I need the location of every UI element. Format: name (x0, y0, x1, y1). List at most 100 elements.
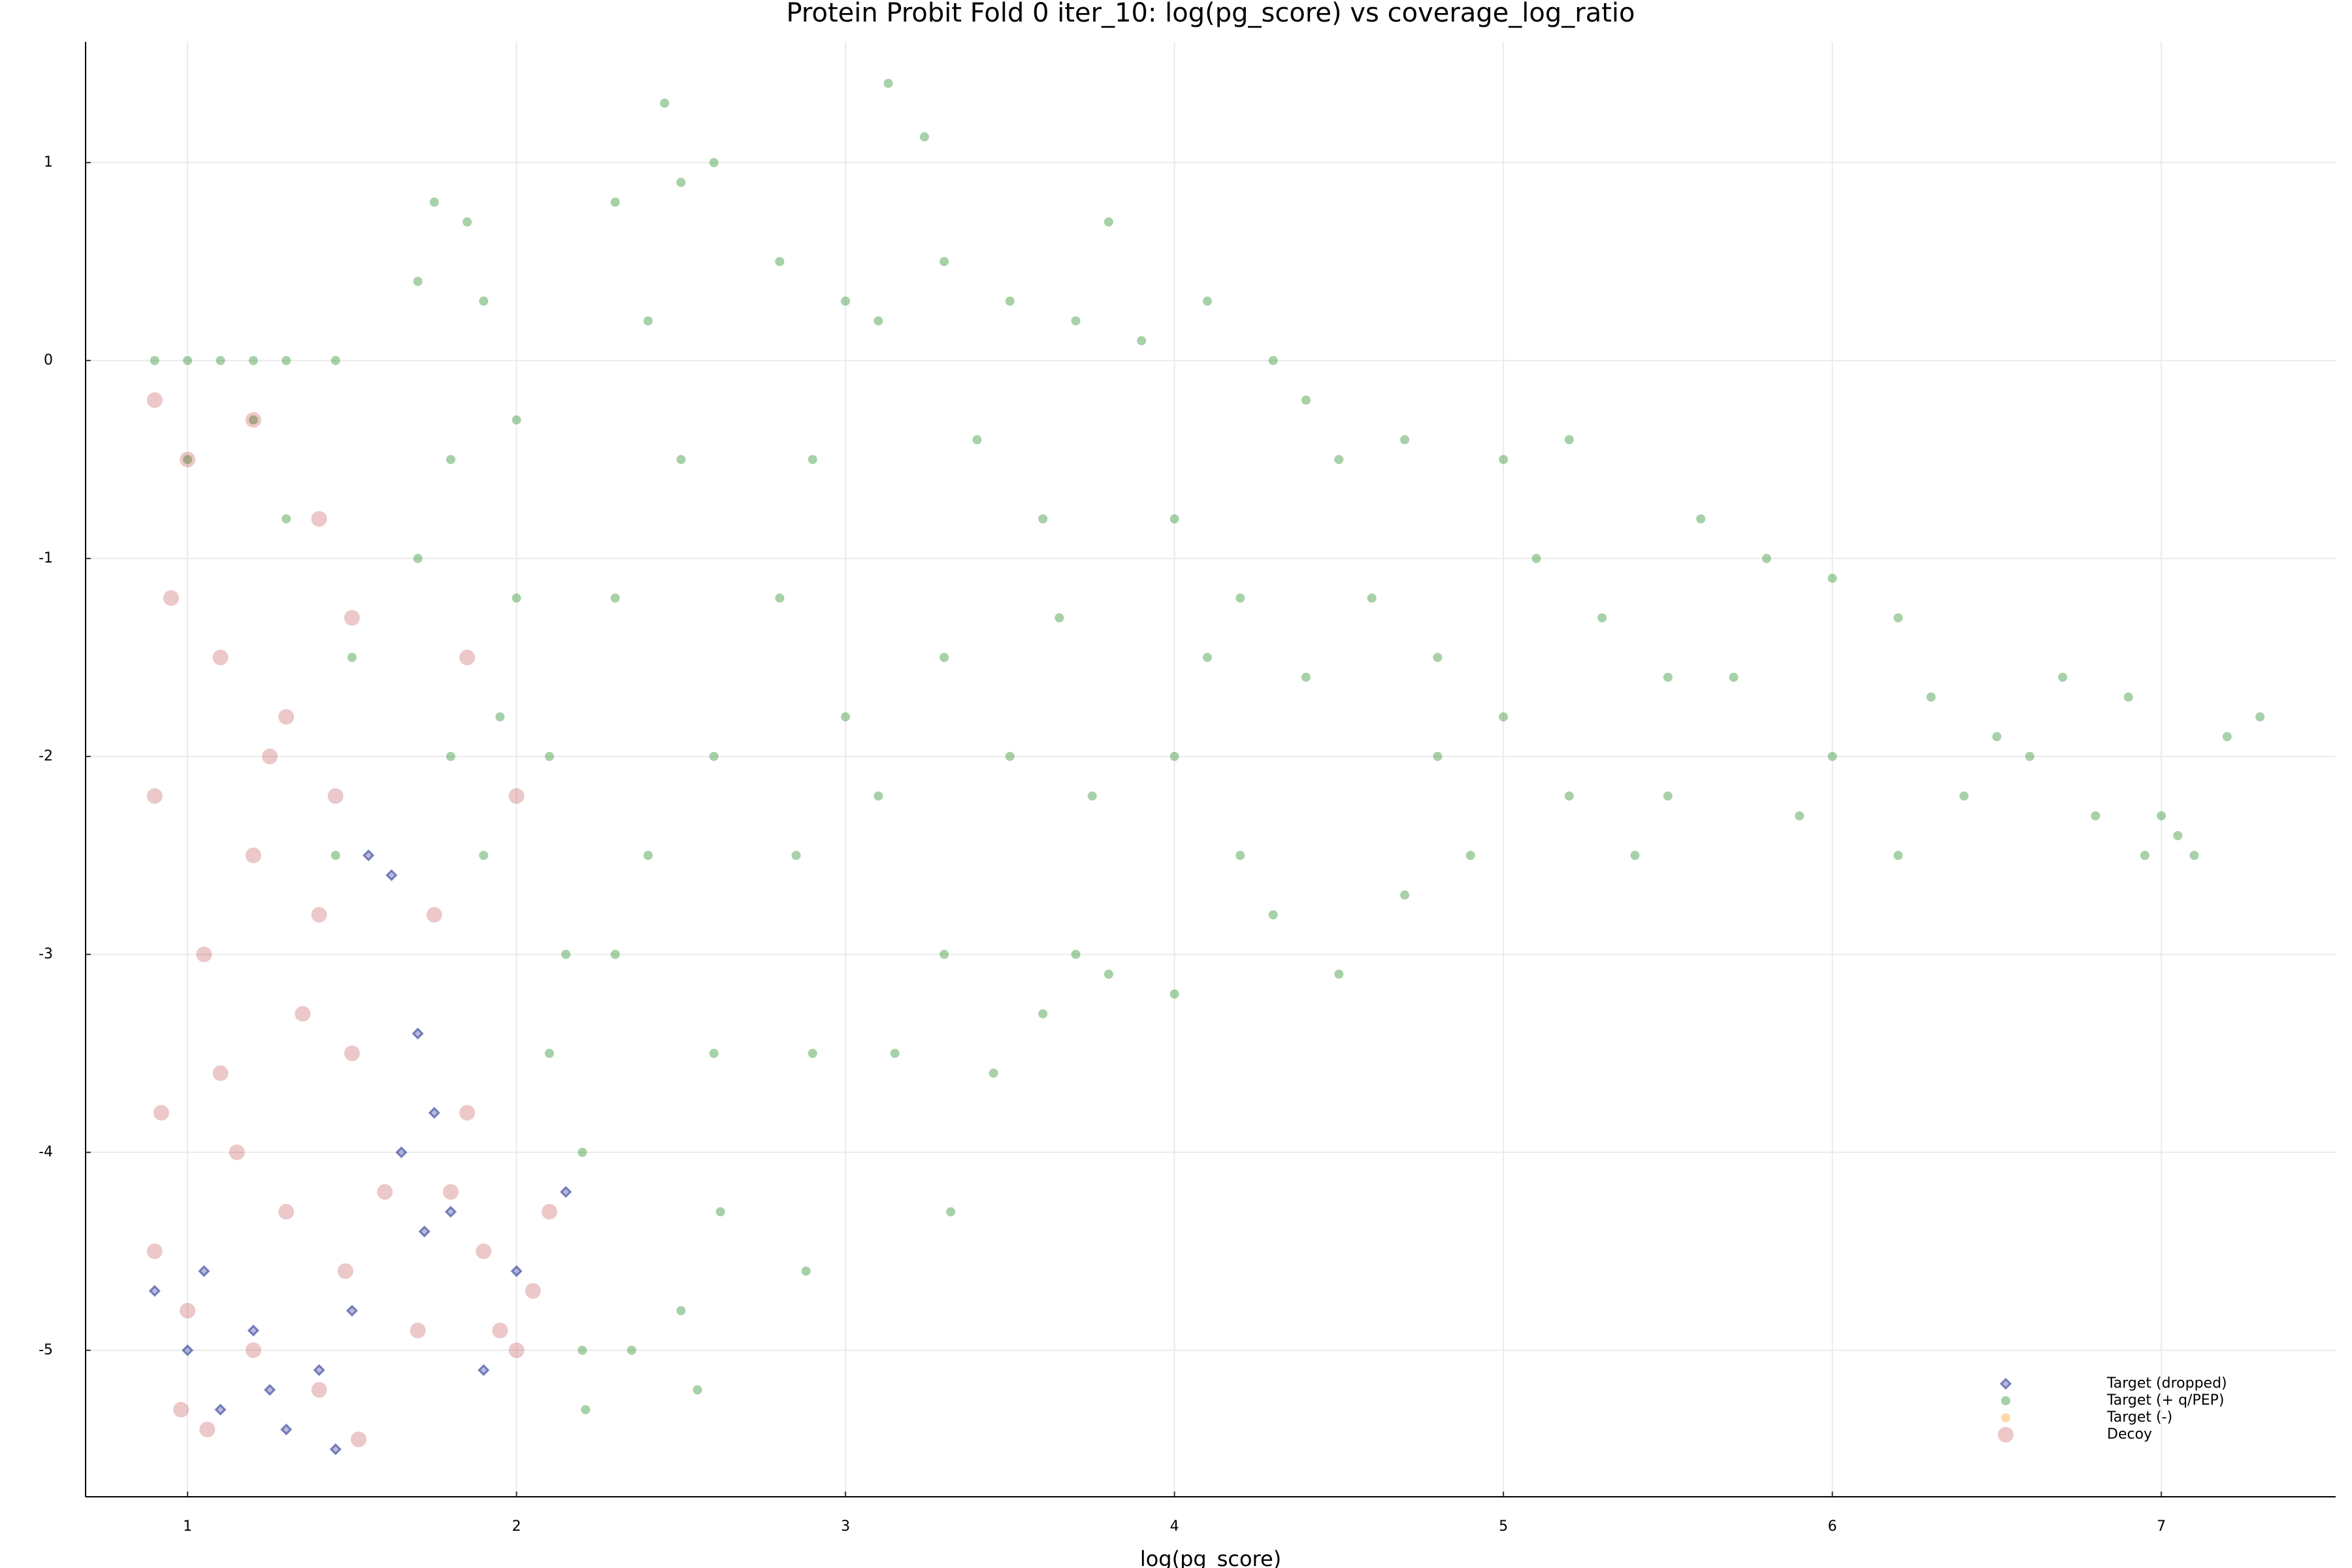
y-tick-label: -5 (39, 1342, 53, 1358)
x-tick-label: 1 (183, 1518, 192, 1535)
point (512, 415, 521, 425)
point (2222, 732, 2232, 742)
point (508, 1342, 525, 1358)
point (429, 197, 439, 207)
point (180, 1303, 196, 1319)
point (1564, 791, 1574, 801)
point (148, 1284, 161, 1298)
point (1893, 851, 1903, 860)
point (578, 1147, 587, 1157)
point (459, 649, 476, 666)
point (446, 455, 455, 465)
point (1630, 851, 1640, 860)
point (919, 132, 929, 142)
legend-marker (1998, 1427, 2014, 1443)
point (1663, 791, 1673, 801)
point (510, 1265, 523, 1277)
point (841, 296, 851, 306)
point (263, 1384, 276, 1396)
point (463, 217, 472, 227)
point (1301, 395, 1311, 405)
y-tick-label: -2 (39, 748, 53, 764)
point (476, 1243, 492, 1260)
point (1103, 970, 1113, 979)
point (1235, 851, 1245, 860)
point (311, 907, 327, 923)
point (311, 511, 327, 527)
point (578, 1345, 587, 1355)
point (791, 851, 801, 860)
point (350, 1431, 367, 1448)
point (610, 593, 620, 603)
point (183, 355, 193, 365)
point (1137, 336, 1147, 346)
legend-marker (2001, 1413, 2010, 1422)
point (560, 1186, 572, 1198)
point (1038, 514, 1048, 524)
point (581, 1405, 591, 1414)
point (214, 1403, 227, 1416)
point (1696, 514, 1706, 524)
point (216, 355, 225, 365)
point (508, 788, 525, 804)
point (337, 1263, 353, 1279)
point (946, 1207, 956, 1217)
point (541, 1203, 557, 1220)
point (644, 851, 653, 860)
point (1663, 672, 1673, 682)
point (229, 1144, 245, 1160)
point (347, 653, 357, 662)
point (2123, 692, 2133, 702)
point (709, 157, 719, 167)
point (163, 590, 179, 606)
point (2157, 811, 2166, 821)
point (196, 946, 212, 962)
point (939, 257, 949, 267)
point (1926, 692, 1936, 702)
legend-marker (2001, 1396, 2010, 1405)
point (693, 1385, 702, 1395)
point (180, 451, 196, 468)
point (1268, 910, 1278, 920)
point (327, 788, 344, 804)
point (412, 1027, 424, 1040)
point (1087, 791, 1097, 801)
point (1827, 574, 1837, 583)
point (492, 1322, 508, 1339)
legend-marker (1999, 1377, 2012, 1390)
point (1202, 653, 1212, 662)
point (939, 653, 949, 662)
point (1301, 672, 1311, 682)
point (2091, 811, 2100, 821)
legend-label: Target (dropped) (2106, 1375, 2227, 1392)
point (245, 412, 261, 428)
point (199, 1421, 216, 1437)
point (311, 1382, 327, 1398)
point (988, 1068, 998, 1078)
point (2173, 831, 2183, 841)
point (709, 1049, 719, 1058)
point (544, 1049, 554, 1058)
point (1564, 435, 1574, 445)
point (344, 1045, 360, 1062)
point (1893, 613, 1903, 623)
point (1071, 316, 1081, 326)
point (331, 355, 340, 365)
point (1005, 296, 1015, 306)
point (479, 296, 489, 306)
x-tick-label: 4 (1170, 1518, 1179, 1535)
point (248, 415, 258, 425)
point (709, 751, 719, 761)
point (715, 1207, 725, 1217)
legend-label: Target (-) (2106, 1409, 2172, 1426)
legend-label: Target (+ q/PEP) (2106, 1392, 2224, 1409)
point (245, 1342, 261, 1358)
x-tick-label: 2 (512, 1518, 521, 1535)
point (610, 949, 620, 959)
point (346, 1305, 358, 1317)
point (428, 1107, 440, 1119)
x-tick-label: 7 (2157, 1518, 2166, 1535)
point (808, 455, 817, 465)
point (512, 593, 521, 603)
